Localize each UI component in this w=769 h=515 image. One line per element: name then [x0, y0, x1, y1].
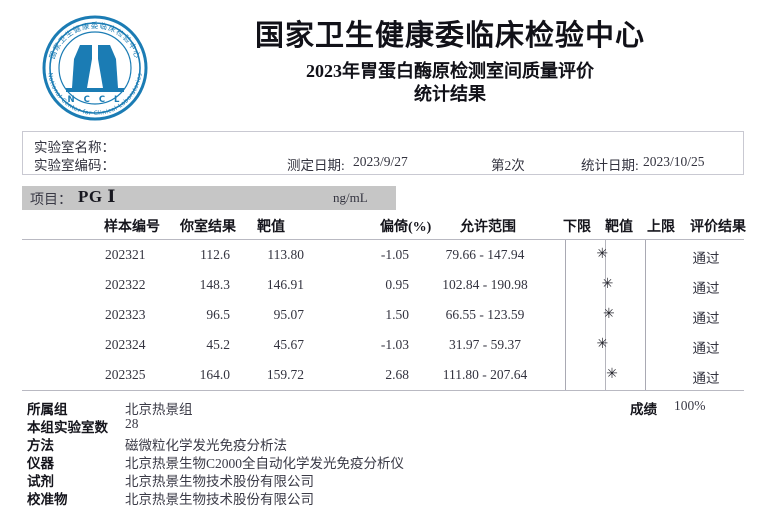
bias-marker: ✳ — [601, 277, 614, 292]
footer-row: 本组实验室数 28 — [22, 416, 744, 435]
table-row: 202321 112.6 113.80 -1.05 79.66 - 147.94 通过 — [22, 240, 744, 270]
table-header-row: 样本编号 你室结果 靶值 偏倚(%) 允许范围 下限 靶值 上限 评价结果 — [22, 216, 746, 238]
column-header-evaluation: 评价结果 — [690, 220, 746, 235]
report-footer: 所属组 北京热景组本组实验室数 28 方法 磁微粒化学发光免疫分析法仪器 北京热景生物C2… — [22, 398, 744, 507]
footer-value: 北京热景生物技术股份有限公司 — [125, 474, 314, 489]
footer-row: 所属组 北京热景组 — [22, 398, 744, 417]
column-header-lower-limit: 下限 — [563, 220, 591, 235]
laboratory-info-box: 实验室名称： 实验室编码： 测定日期: 2023/9/27 第2次 统计日期: … — [22, 131, 744, 175]
cell-sample-id: 202321 — [105, 247, 146, 262]
cell-your-result: 164.0 — [199, 367, 230, 382]
cell-target-value: 45.67 — [273, 337, 304, 352]
report-title: 2023年胃蛋白酶原检测室间质量评价 — [306, 61, 594, 81]
cell-sample-id: 202325 — [105, 367, 146, 382]
cell-evaluation: 通过 — [692, 371, 720, 386]
bias-marker: ✳ — [603, 307, 615, 322]
cell-target-value: 95.07 — [273, 307, 304, 322]
table-body: 202321 112.6 113.80 -1.05 79.66 - 147.94 通过 20… — [22, 240, 744, 390]
table-row: 202323 96.5 95.07 1.50 66.55 - 123.59 通过 — [22, 300, 744, 330]
cell-your-result: 112.6 — [200, 247, 230, 262]
cell-your-result: 148.3 — [199, 277, 230, 292]
measure-date-label: 测定日期: — [287, 158, 345, 173]
nccl-seal-logo: 国家卫生健康委临床检验中心 N C C L National Center fo… — [36, 12, 154, 122]
cell-evaluation: 通过 — [692, 341, 720, 356]
table-row: 202322 148.3 146.91 0.95 102.84 - 190.98 通过 — [22, 270, 744, 300]
svg-text:N C C L: N C C L — [68, 95, 123, 105]
footer-row: 校准物 北京热景生物技术股份有限公司 — [22, 488, 744, 507]
round-number: 第2次 — [491, 158, 525, 173]
report-subtitle: 统计结果 — [414, 84, 486, 104]
cell-target-value: 159.72 — [266, 367, 304, 382]
title-block: 国家卫生健康委临床检验中心 2023年胃蛋白酶原检测室间质量评价 统计结果 — [160, 18, 740, 105]
table-header-divider — [22, 239, 744, 240]
column-header-allowed-range: 允许范围 — [460, 220, 516, 235]
results-table: 样本编号 你室结果 靶值 偏倚(%) 允许范围 下限 靶值 上限 评价结果 20… — [22, 216, 746, 391]
footer-row: 试剂 北京热景生物技术股份有限公司 — [22, 470, 744, 489]
cell-target-value: 146.91 — [266, 277, 304, 292]
project-unit: ng/mL — [333, 190, 368, 205]
bias-marker: ✳ — [606, 367, 618, 382]
upper-limit-axis — [645, 240, 646, 390]
column-header-target: 靶值 — [257, 220, 285, 235]
footer-value: 北京热景生物C2000全自动化学发光免疫分析仪 — [125, 456, 405, 471]
cell-evaluation: 通过 — [692, 311, 720, 326]
footer-label: 校准物 — [27, 492, 68, 507]
cell-your-result: 45.2 — [206, 337, 230, 352]
stat-date-label: 统计日期: — [581, 158, 639, 173]
cell-bias-percent: 0.95 — [385, 277, 409, 292]
cell-bias-percent: -1.03 — [380, 337, 409, 352]
project-label: 项目： — [30, 193, 72, 208]
cell-target-value: 113.80 — [267, 247, 304, 262]
column-header-bias: 偏倚(%) — [380, 220, 432, 235]
lab-name-label: 实验室名称： — [34, 140, 115, 155]
project-value: PG Ⅰ — [78, 187, 116, 206]
table-row: 202325 164.0 159.72 2.68 111.80 - 207.64 通过 — [22, 360, 744, 390]
stat-date-value: 2023/10/25 — [643, 154, 705, 169]
bias-marker: ✳ — [596, 247, 609, 262]
cell-bias-percent: 2.68 — [385, 367, 409, 382]
lower-limit-axis — [565, 240, 566, 390]
cell-sample-id: 202323 — [105, 307, 146, 322]
footer-value: 28 — [125, 416, 139, 431]
footer-row: 方法 磁微粒化学发光免疫分析法 — [22, 434, 744, 453]
cell-allowed-range: 66.55 - 123.59 — [445, 307, 525, 322]
cell-evaluation: 通过 — [692, 251, 720, 266]
organization-title: 国家卫生健康委临床检验中心 — [254, 20, 645, 52]
cell-bias-percent: -1.05 — [380, 247, 409, 262]
footer-label: 仪器 — [27, 456, 54, 471]
column-header-sample: 样本编号 — [104, 220, 160, 235]
project-bar: 项目： PG Ⅰ ng/mL — [22, 186, 396, 210]
score-value: 100% — [674, 398, 706, 413]
cell-sample-id: 202322 — [105, 277, 146, 292]
cell-allowed-range: 102.84 - 190.98 — [442, 277, 528, 292]
score-label: 成绩 — [630, 402, 657, 417]
cell-bias-percent: 1.50 — [385, 307, 409, 322]
footer-label: 本组实验室数 — [27, 420, 108, 435]
column-header-upper-limit: 上限 — [647, 220, 675, 235]
footer-value: 北京热景生物技术股份有限公司 — [125, 492, 314, 507]
footer-label: 所属组 — [27, 402, 68, 417]
cell-allowed-range: 79.66 - 147.94 — [445, 247, 525, 262]
cell-sample-id: 202324 — [105, 337, 146, 352]
table-row: 202324 45.2 45.67 -1.03 31.97 - 59.37 通过 — [22, 330, 744, 360]
report-header: 国家卫生健康委临床检验中心 N C C L National Center fo… — [0, 0, 769, 128]
footer-value: 北京热景组 — [125, 402, 193, 417]
cell-evaluation: 通过 — [692, 281, 720, 296]
bias-marker: ✳ — [596, 337, 609, 352]
cell-your-result: 96.5 — [206, 307, 230, 322]
cell-allowed-range: 31.97 - 59.37 — [449, 337, 521, 352]
column-header-target-line: 靶值 — [605, 220, 633, 235]
footer-label: 方法 — [27, 438, 54, 453]
footer-label: 试剂 — [27, 474, 54, 489]
footer-value: 磁微粒化学发光免疫分析法 — [125, 438, 287, 453]
cell-allowed-range: 111.80 - 207.64 — [442, 367, 528, 382]
bias-plot-region: ✳ ✳ ✳ ✳ ✳ — [549, 240, 683, 390]
lab-code-label: 实验室编码： — [34, 158, 115, 173]
table-bottom-divider — [22, 390, 744, 391]
measure-date-value: 2023/9/27 — [353, 154, 408, 169]
footer-row: 仪器 北京热景生物C2000全自动化学发光免疫分析仪 — [22, 452, 744, 471]
column-header-your-result: 你室结果 — [180, 220, 236, 235]
target-axis — [605, 240, 606, 390]
